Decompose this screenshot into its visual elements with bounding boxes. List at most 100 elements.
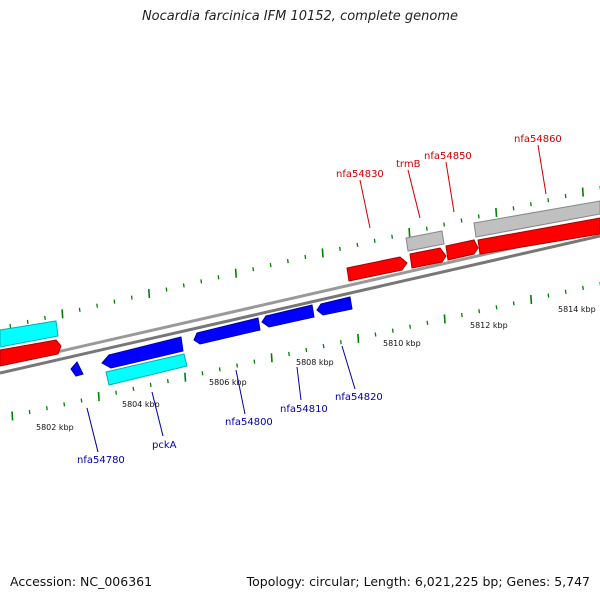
top-tick-19: [339, 246, 341, 251]
top-tick-24: [425, 226, 428, 231]
top-tick-17: [304, 254, 307, 260]
gene-nfa54820[interactable]: [316, 296, 353, 316]
top-tick-2: [44, 315, 46, 320]
gene-cyan-left[interactable]: [0, 320, 59, 348]
bottom-tick-row: [11, 282, 600, 421]
bottom-tick-10: [184, 372, 187, 382]
top-tick-21: [373, 238, 376, 243]
top-tick-11: [200, 279, 203, 284]
gene-trmB-grey[interactable]: [405, 230, 445, 252]
bottom-tick-26: [460, 313, 463, 318]
gene-label-nfa54820[interactable]: nfa54820: [335, 392, 383, 403]
bottom-tick-27: [478, 309, 481, 314]
top-tick-30: [529, 202, 532, 207]
top-tick-7: [130, 295, 133, 300]
gene-label-trmB[interactable]: trmB: [396, 159, 421, 170]
top-tick-14: [252, 267, 255, 272]
top-tick-22: [391, 234, 394, 239]
bottom-tick-4: [80, 398, 83, 403]
leader-nfa54820: [341, 345, 356, 390]
backbone-line-inner: [0, 234, 600, 375]
top-tick-18: [321, 248, 324, 258]
bottom-tick-19: [339, 340, 342, 345]
leader-trmB: [407, 169, 421, 219]
leader-nfa54800: [235, 369, 246, 415]
bottom-tick-9: [166, 379, 169, 384]
leader-pckA: [151, 391, 164, 437]
bottom-tick-1: [28, 410, 31, 415]
tick-label-5802: 5802 kbp: [36, 423, 74, 432]
leader-nfa54830: [359, 179, 371, 229]
gene-cyan-pckA[interactable]: [105, 353, 188, 386]
gene-trmB[interactable]: [409, 247, 447, 269]
top-tick-4: [78, 307, 81, 312]
bottom-tick-2: [45, 406, 48, 411]
bottom-tick-23: [409, 324, 412, 329]
top-tick-27: [477, 214, 480, 219]
gene-nfa54830[interactable]: [346, 256, 408, 282]
bottom-tick-22: [391, 328, 394, 333]
gene-label-nfa54830[interactable]: nfa54830: [336, 169, 384, 180]
top-tick-25: [443, 222, 446, 227]
bottom-tick-8: [149, 382, 152, 387]
top-tick-16: [286, 259, 289, 264]
gene-label-nfa54800[interactable]: nfa54800: [225, 417, 273, 428]
bottom-tick-25: [443, 314, 446, 324]
gene-label-nfa54850[interactable]: nfa54850: [424, 151, 472, 162]
bottom-tick-16: [288, 351, 290, 356]
top-tick-31: [547, 198, 550, 203]
top-tick-12: [217, 275, 220, 280]
bottom-tick-11: [201, 371, 204, 376]
map-title: Nocardia farcinica IFM 10152, complete g…: [141, 9, 459, 24]
top-tick-28: [495, 207, 498, 217]
bottom-tick-7: [132, 386, 135, 391]
gene-nfa54860[interactable]: [477, 217, 600, 255]
bottom-tick-17: [305, 347, 308, 353]
bottom-tick-32: [564, 289, 567, 294]
bottom-tick-29: [512, 301, 515, 306]
bottom-tick-33: [582, 285, 584, 290]
bottom-tick-14: [253, 359, 256, 364]
tick-label-5812: 5812 kbp: [470, 321, 508, 330]
leader-nfa54860: [537, 144, 547, 195]
bottom-tick-31: [547, 293, 550, 298]
gene-label-nfa54780[interactable]: nfa54780: [77, 455, 125, 466]
top-tick-33: [581, 187, 584, 197]
tick-label-5808: 5808 kbp: [296, 358, 334, 367]
gene-nfa54780[interactable]: [70, 361, 84, 377]
tick-label-5806: 5806 kbp: [209, 378, 247, 387]
gene-grey-right[interactable]: [473, 200, 600, 238]
tick-label-5814: 5814 kbp: [558, 305, 596, 314]
bottom-tick-12: [218, 367, 221, 372]
tick-label-5810: 5810 kbp: [383, 339, 421, 348]
top-tick-5: [96, 303, 99, 308]
accession-text: Accession: NC_006361: [10, 574, 153, 589]
gene-nfa54810[interactable]: [261, 304, 315, 328]
gene-label-nfa54810[interactable]: nfa54810: [280, 404, 328, 415]
bottom-tick-5: [97, 392, 100, 402]
tick-label-5804: 5804 kbp: [122, 400, 160, 409]
top-tick-9: [165, 287, 168, 292]
top-tick-1: [26, 319, 29, 324]
bottom-tick-30: [530, 294, 533, 305]
gene-nfa54800[interactable]: [193, 317, 261, 345]
leader-nfa54780: [86, 407, 99, 453]
bottom-tick-6: [115, 390, 118, 395]
gene-label-pckA[interactable]: pckA: [152, 440, 177, 451]
bottom-tick-21: [374, 332, 377, 337]
gene-pckA-blue[interactable]: [101, 336, 184, 369]
top-tick-13: [234, 268, 237, 278]
gene-nfa54850[interactable]: [445, 239, 479, 261]
leader-nfa54810: [296, 366, 302, 401]
bottom-tick-15: [270, 353, 273, 363]
bottom-tick-3: [63, 402, 66, 407]
gene-label-nfa54860[interactable]: nfa54860: [514, 134, 562, 145]
top-tick-10: [182, 283, 185, 288]
top-tick-3: [61, 309, 64, 319]
leader-nfa54850: [445, 161, 455, 213]
top-tick-row: [9, 186, 600, 329]
top-tick-6: [113, 299, 116, 304]
gene-red-left[interactable]: [0, 339, 62, 367]
top-tick-26: [460, 218, 463, 223]
